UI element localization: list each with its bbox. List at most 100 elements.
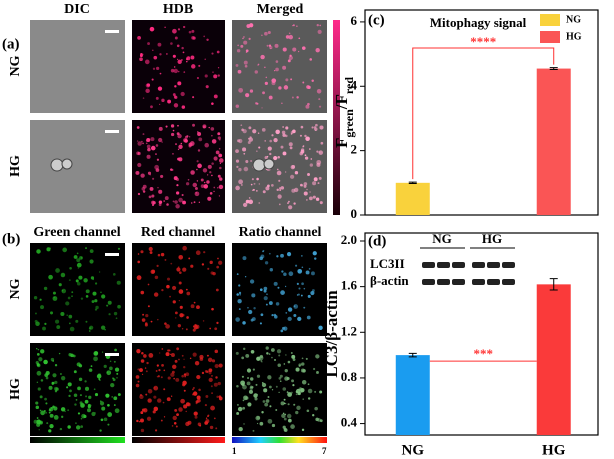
- y-tick-label: 0: [351, 206, 358, 221]
- cell-signal: [201, 263, 205, 266]
- cell-signal: [283, 427, 287, 431]
- cell-signal: [306, 315, 311, 320]
- cell-signal: [265, 186, 270, 191]
- cell-signal: [243, 60, 248, 65]
- cell-signal: [215, 150, 220, 155]
- cell-signal: [190, 304, 195, 309]
- cell-signal: [252, 429, 255, 432]
- cell-signal: [101, 406, 106, 411]
- cell-signal: [306, 188, 308, 191]
- cell-signal: [191, 35, 195, 40]
- cell-signal: [316, 150, 319, 153]
- cell-signal: [170, 42, 173, 45]
- cell-signal: [137, 192, 141, 196]
- cell-signal: [141, 351, 144, 355]
- cell-signal: [155, 96, 159, 100]
- cell-signal: [80, 417, 83, 420]
- cell-signal: [191, 64, 196, 69]
- cell-signal: [304, 156, 309, 160]
- cell-signal: [258, 183, 261, 185]
- cell-signal: [186, 316, 189, 319]
- cell-signal: [179, 271, 182, 274]
- cell-signal: [140, 290, 145, 295]
- cell-signal: [248, 197, 251, 199]
- cell-signal: [94, 412, 96, 414]
- cell-signal: [178, 407, 183, 412]
- cell-signal: [67, 296, 71, 300]
- cell-signal: [283, 402, 286, 405]
- y-axis-label-part: green: [342, 109, 356, 138]
- cell-signal: [104, 329, 106, 331]
- cell-signal: [264, 402, 269, 407]
- cell-signal: [209, 327, 212, 330]
- cell-signal: [146, 154, 151, 159]
- micrograph: [30, 343, 125, 436]
- cell-signal: [107, 412, 113, 417]
- cell-signal: [217, 67, 220, 69]
- cell-signal: [193, 201, 196, 204]
- row-label: HG: [8, 378, 23, 400]
- cell-signal: [157, 42, 162, 47]
- cell-signal: [301, 266, 304, 269]
- cell-signal: [195, 187, 198, 190]
- cell-signal: [158, 203, 162, 207]
- cell-signal: [66, 314, 68, 316]
- cell-signal: [295, 410, 299, 415]
- cell-signal: [196, 395, 201, 400]
- cell-signal: [191, 29, 195, 33]
- cell-signal: [280, 145, 284, 149]
- cell-signal: [196, 76, 200, 80]
- cell-signal: [202, 320, 205, 322]
- cell-signal: [295, 367, 300, 372]
- cell-signal: [99, 401, 105, 406]
- cell-signal: [61, 288, 67, 294]
- cell-signal: [292, 358, 296, 362]
- cell-signal: [164, 258, 167, 261]
- cell-signal: [69, 326, 75, 332]
- cell-signal: [236, 293, 239, 296]
- cell-signal: [285, 171, 287, 173]
- cell-signal: [248, 389, 254, 394]
- cell-signal: [166, 203, 169, 206]
- cell-signal: [179, 305, 183, 309]
- cell-signal: [85, 247, 87, 250]
- cell-signal: [48, 411, 51, 414]
- cell-signal: [58, 283, 62, 287]
- cell-signal: [236, 412, 240, 415]
- cell-signal: [154, 275, 159, 280]
- cell-signal: [200, 184, 205, 188]
- cell-signal: [71, 295, 73, 297]
- cell-signal: [274, 315, 278, 319]
- cell-signal: [309, 148, 311, 150]
- cell-signal: [275, 302, 280, 306]
- cell-signal: [296, 96, 299, 99]
- cell-signal: [278, 179, 281, 182]
- cell-signal: [46, 422, 49, 425]
- cell-signal: [60, 311, 65, 317]
- cell-signal: [135, 383, 140, 388]
- cell-signal: [267, 30, 271, 35]
- cell-signal: [278, 354, 281, 357]
- significance: ***: [473, 346, 493, 361]
- cell-signal: [268, 95, 273, 100]
- legend-label: NG: [566, 14, 581, 25]
- cell-signal: [206, 180, 210, 184]
- cell-signal: [248, 309, 253, 315]
- cell-signal: [84, 399, 89, 404]
- cell: [263, 158, 275, 170]
- cell-signal: [157, 186, 159, 189]
- cell-signal: [314, 127, 318, 131]
- cell-signal: [305, 104, 310, 109]
- cell-signal: [109, 366, 113, 371]
- cell-signal: [170, 262, 173, 265]
- cell-signal: [249, 385, 253, 389]
- cell-signal: [176, 184, 179, 187]
- cell-signal: [40, 421, 43, 424]
- cell-signal: [290, 351, 293, 354]
- cell-signal: [218, 158, 224, 163]
- cell-signal: [137, 253, 140, 255]
- cell-signal: [172, 300, 176, 304]
- blot-band: [502, 262, 515, 268]
- cell-signal: [245, 159, 249, 164]
- cell-signal: [238, 167, 242, 172]
